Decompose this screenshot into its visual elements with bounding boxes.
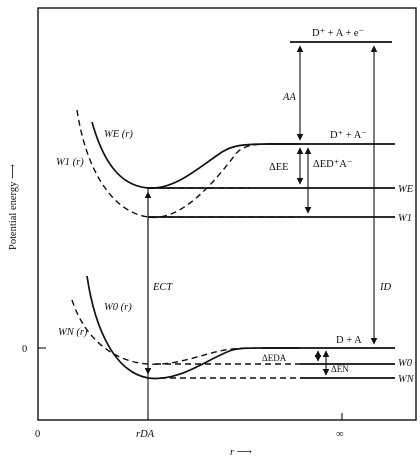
delta-e-ion-pair-label: ΔED⁺A⁻ (313, 159, 352, 170)
ion-pair-label: D⁺ + A⁻ (330, 130, 367, 141)
x-axis-label: r ⟶ (230, 447, 252, 458)
we-curve (91, 121, 300, 189)
y-zero-label: 0 (22, 344, 27, 355)
wn-curve (86, 275, 300, 380)
wn-level-label: WN (398, 374, 415, 385)
w1-curve-label: W1 (r) (56, 157, 84, 168)
x-rda-label: rDA (136, 429, 155, 440)
delta-e-e-label: ΔEE (269, 162, 289, 173)
id-label: ID (379, 282, 391, 293)
x-infinity-label: ∞ (336, 429, 344, 440)
we-curve-label: WE (r) (104, 129, 133, 140)
plot-frame (37, 7, 417, 421)
w0-level-label: W0 (398, 358, 413, 369)
x-zero-label: 0 (35, 429, 40, 440)
neutral-asymptote-label: D + A (336, 335, 362, 346)
y-axis-label: Potential energy ⟶ (8, 164, 19, 250)
top-ion-label: D⁺ + A + e⁻ (312, 28, 364, 39)
w0-curve-label: W0 (r) (104, 302, 132, 313)
delta-e-da-label: ΔEDA (262, 353, 287, 363)
we-level-label: WE (398, 184, 414, 195)
wn-curve-label: WN (r) (58, 327, 88, 338)
delta-e-n-label: ΔEN (331, 364, 349, 374)
aa-label: AA (282, 92, 296, 103)
w1-curve (76, 109, 269, 219)
ect-label: ECT (152, 282, 173, 293)
w1-level-label: W1 (398, 213, 412, 224)
w0-curve (71, 299, 266, 365)
